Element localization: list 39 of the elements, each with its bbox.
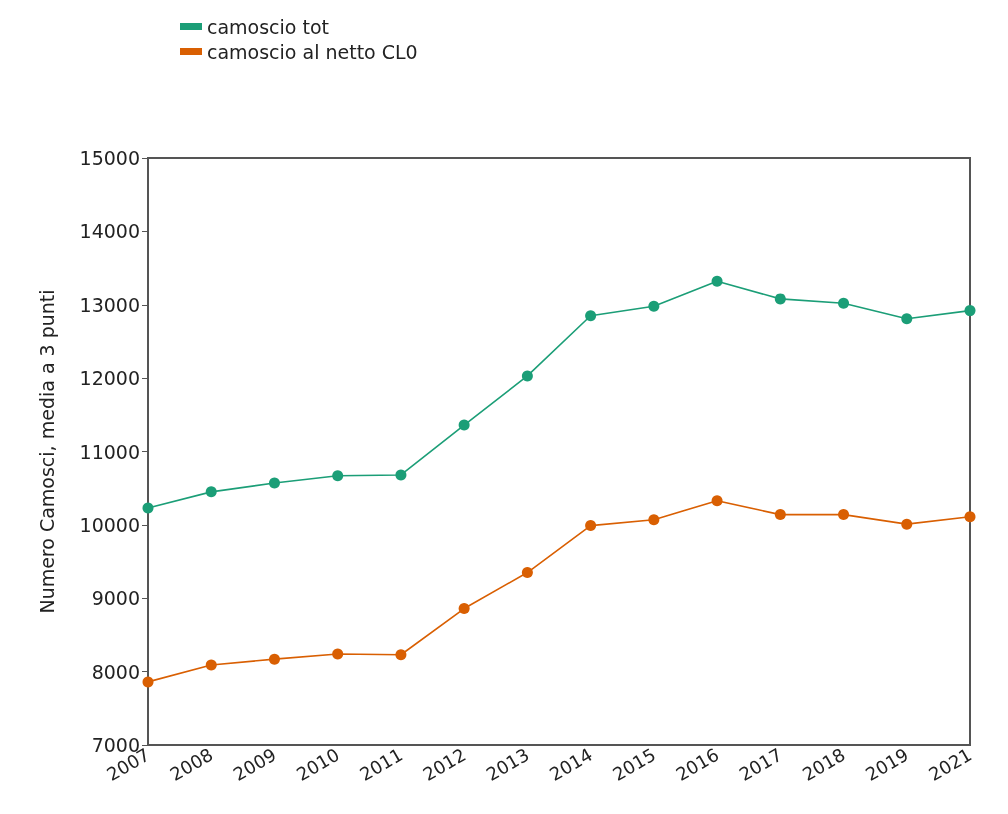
point — [142, 676, 154, 688]
point — [458, 603, 470, 615]
point — [838, 509, 850, 521]
point — [838, 297, 850, 309]
y-tick-label: 8000 — [91, 660, 140, 683]
y-tick-label: 11000 — [79, 440, 140, 463]
point — [332, 470, 344, 482]
point — [901, 313, 913, 325]
point — [395, 469, 407, 481]
point — [585, 520, 597, 532]
point — [964, 511, 976, 523]
y-tick-label: 12000 — [79, 367, 140, 390]
point — [711, 495, 723, 507]
point — [395, 649, 407, 661]
y-axis-title: Numero Camosci, media a 3 punti — [35, 289, 58, 614]
point — [901, 518, 913, 530]
point — [458, 419, 470, 431]
point — [711, 275, 723, 287]
point — [521, 567, 533, 579]
point — [268, 653, 280, 665]
legend-label: camoscio al netto CL0 — [207, 40, 418, 63]
point — [205, 659, 217, 671]
point — [142, 502, 154, 514]
y-tick-label: 14000 — [79, 220, 140, 243]
y-tick-label: 15000 — [79, 147, 140, 169]
point — [268, 477, 280, 489]
point — [521, 370, 533, 382]
y-tick-label: 13000 — [79, 293, 140, 316]
point — [964, 305, 976, 317]
point — [585, 310, 597, 322]
point — [332, 648, 344, 660]
point — [774, 293, 786, 305]
point — [648, 300, 660, 312]
point — [774, 509, 786, 521]
y-tick-label: 10000 — [79, 513, 140, 536]
legend-label: camoscio tot — [207, 15, 330, 38]
y-tick-label: 9000 — [91, 587, 140, 610]
point — [205, 486, 217, 498]
point — [648, 514, 660, 526]
